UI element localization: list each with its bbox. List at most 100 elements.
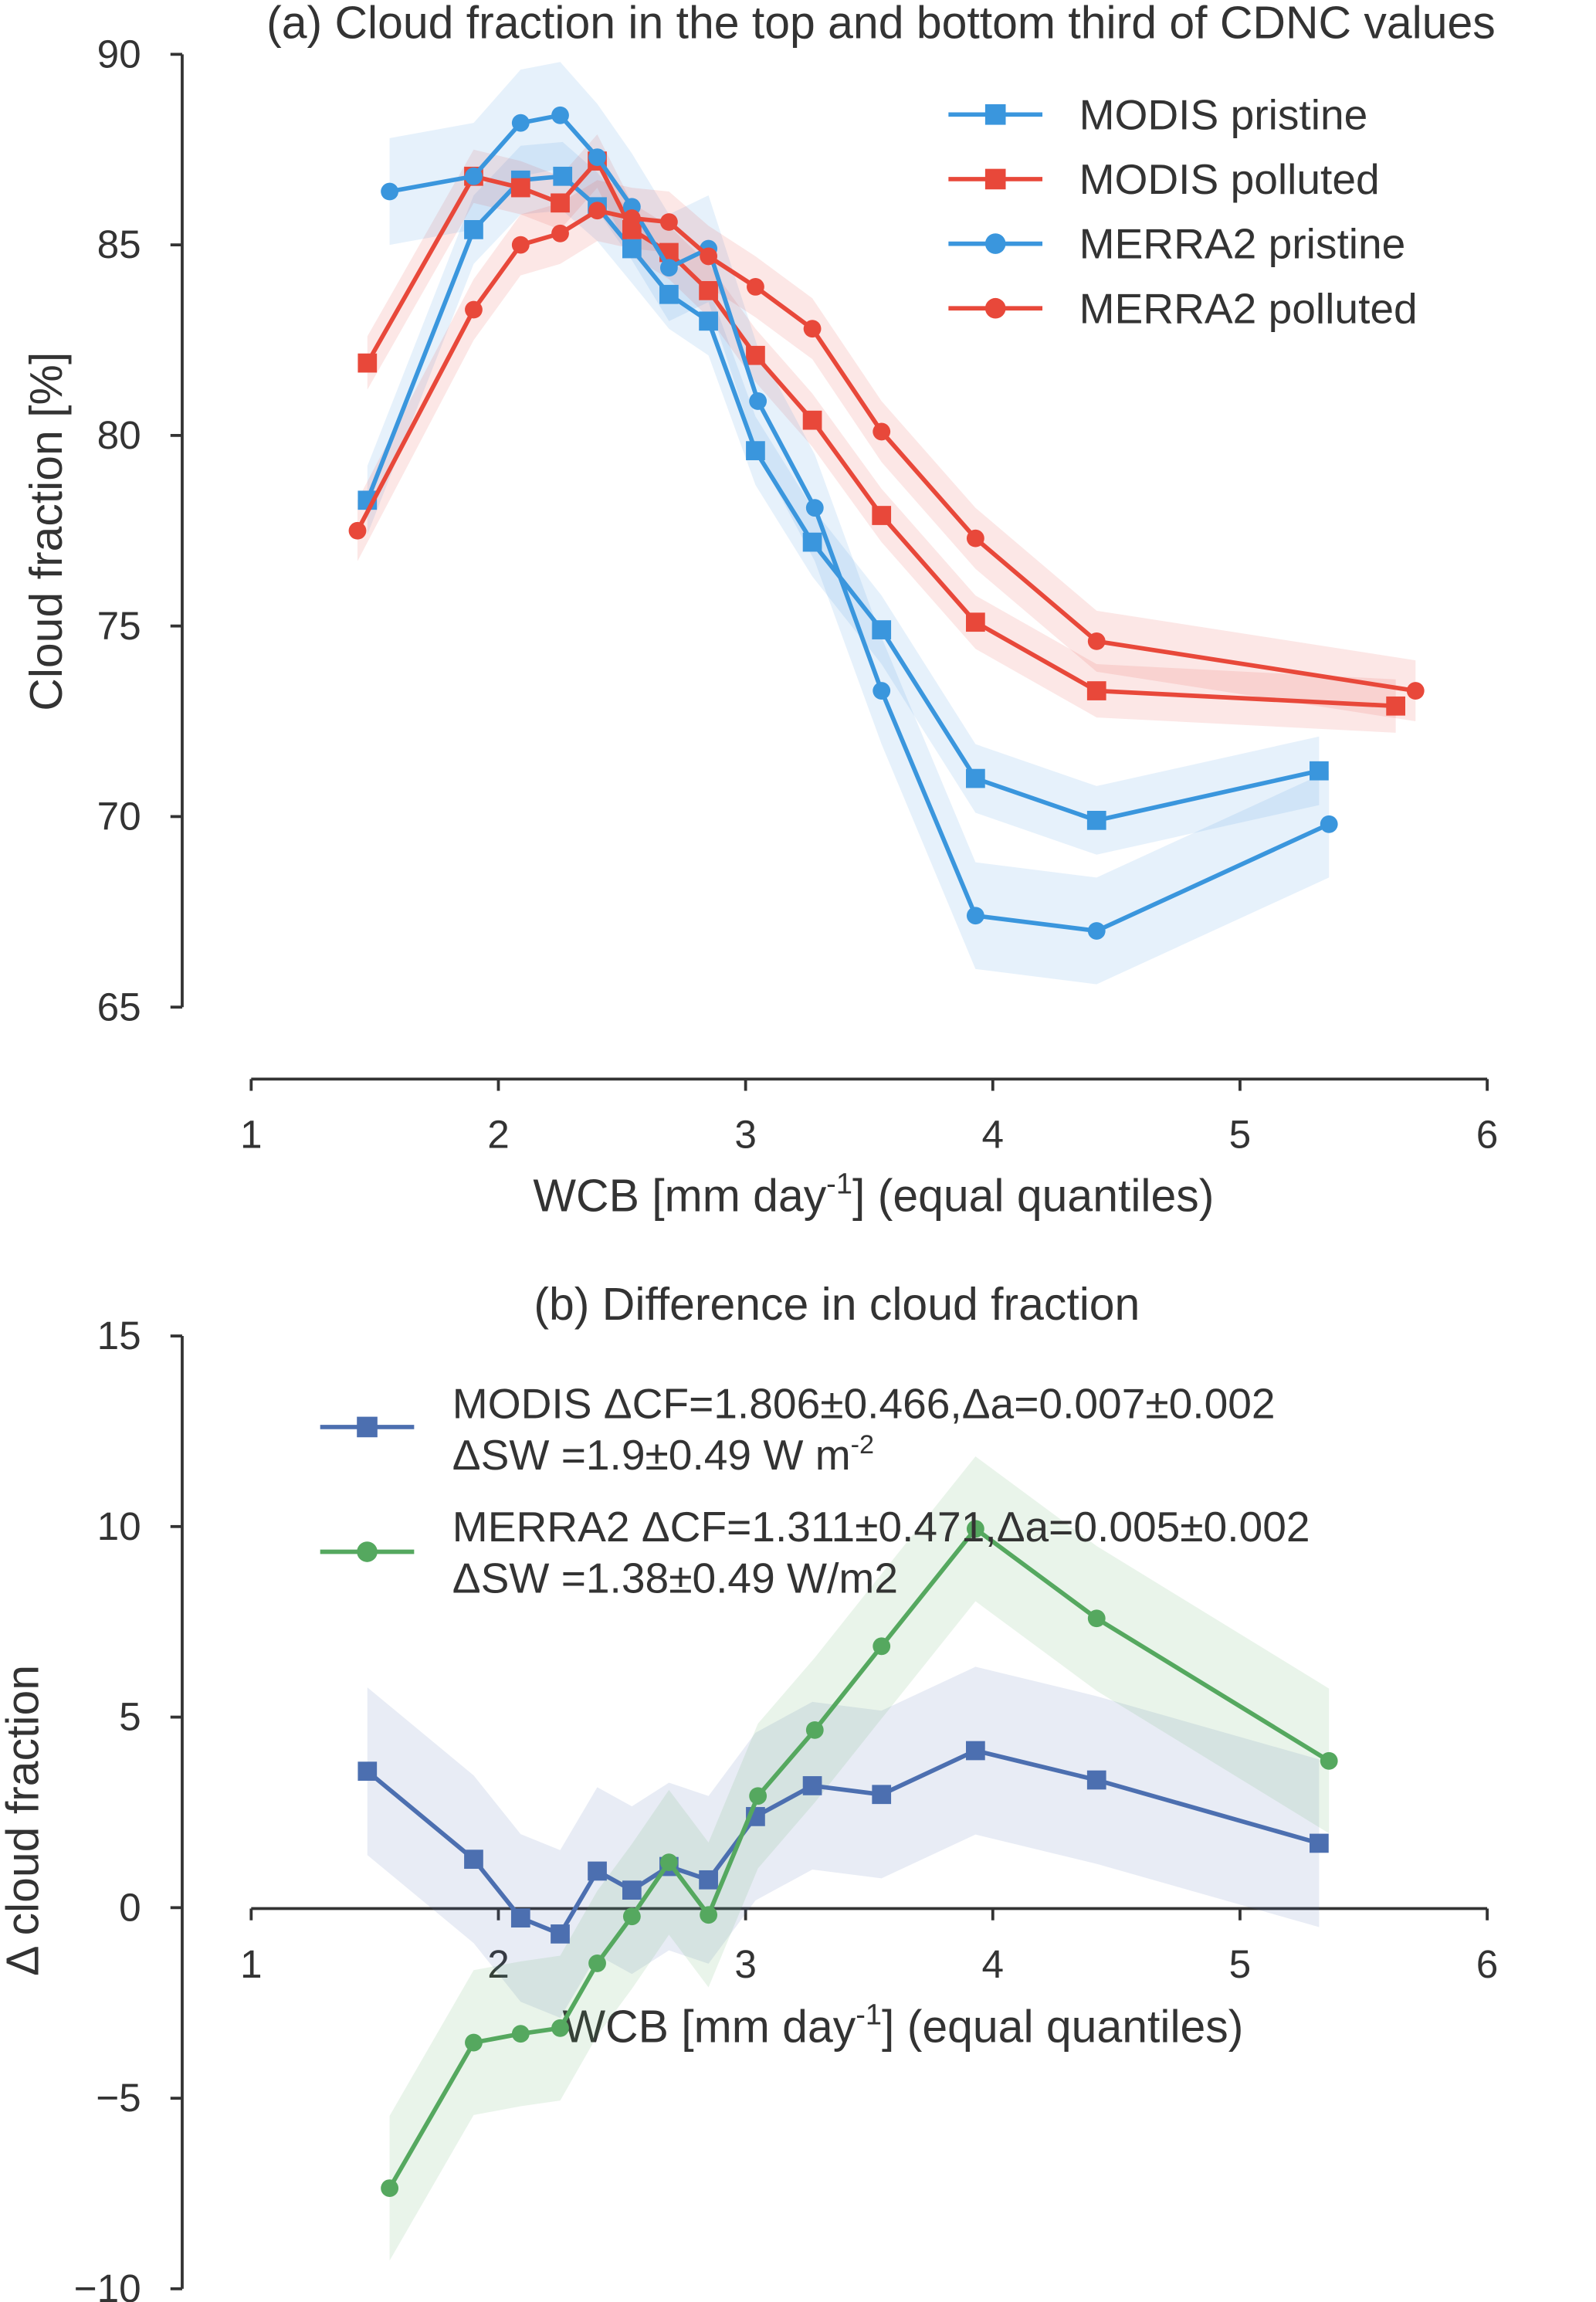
data-point [966,1520,984,1538]
data-point [749,1787,768,1805]
data-point [357,1761,378,1782]
data-point [803,320,822,338]
data-point [553,166,573,186]
data-point [1086,681,1106,700]
data-point [1320,1751,1338,1770]
data-point [551,2019,569,2037]
data-point [699,280,718,300]
data-point [588,202,606,220]
legend-label: MODIS polluted [1079,155,1380,203]
data-point [1086,1770,1106,1790]
y-tick-label: −10 [74,2266,141,2302]
x-tick-label: 5 [1229,1113,1252,1157]
x-tick-label: 1 [240,1942,263,1986]
data-point [966,1741,985,1761]
legend-label: MERRA2 polluted [1079,284,1418,332]
x-tick-label: 2 [487,1942,510,1986]
uncertainty-band [389,1456,1330,2261]
data-point [1087,632,1106,650]
x-tick-label: 3 [734,1942,757,1986]
legend-marker-modis [357,1416,378,1438]
data-point [622,209,641,227]
data-point [659,284,679,304]
data-point [357,353,378,373]
data-point [1310,761,1329,781]
panel-a-xlabel: WCB [mm day-1] (equal quantiles) [533,1168,1214,1222]
data-point [551,193,570,213]
data-point [1386,696,1405,716]
data-point [511,236,530,254]
y-tick-label: 15 [97,1314,141,1358]
legend-marker [984,297,1006,319]
panel-b: (b) Difference in cloud fraction −10 −5 0 5… [0,1280,1498,2302]
legend-label: MERRA2 pristine [1079,220,1406,268]
data-point [551,1924,570,1944]
data-point [511,114,530,132]
data-point [700,1906,718,1924]
panel-b-legend: MODIS ΔCF=1.806±0.466,Δa=0.007±0.002 ΔSW… [320,1380,1310,1602]
data-point [873,1637,891,1656]
data-point [746,345,765,365]
panel-b-xlabel: WCB [mm day-1] (equal quantiles) [562,1999,1243,2053]
y-tick-label: 85 [97,222,141,266]
data-point [966,612,985,632]
x-tick-label: 4 [982,1942,1005,1986]
legend-label-merra2: MERRA2 ΔCF=1.311±0.471,Δa=0.005±0.002 [452,1503,1310,1551]
data-point [699,311,718,331]
data-point [659,213,678,231]
uncertainty-band [367,134,1396,733]
legend-marker [984,168,1006,190]
data-point [348,521,367,540]
x-tick-label: 1 [240,1113,263,1157]
uncertainty-band [367,141,1320,855]
data-point [873,682,891,700]
y-tick-label: 5 [119,1695,141,1739]
data-point [746,441,765,460]
y-tick-label: 10 [97,1504,141,1548]
data-point [588,1861,607,1881]
data-point [510,178,530,198]
data-point [699,1870,718,1890]
data-point [465,167,483,185]
data-point [622,1907,641,1926]
panel-a: (a) Cloud fraction in the top and bottom… [22,0,1498,1221]
data-point [659,1853,678,1872]
data-point [872,620,892,639]
y-tick-label: 0 [119,1885,141,1929]
data-point [510,1908,530,1928]
y-tick-label: 75 [97,604,141,648]
data-point [1087,922,1106,940]
panel-a-ylabel: Cloud fraction [%] [22,352,72,711]
data-point [802,410,822,430]
data-point [551,106,569,124]
data-point [464,1849,483,1870]
data-point [749,392,768,410]
panel-a-title: (a) Cloud fraction in the top and bottom… [266,0,1496,48]
data-point [1406,682,1425,700]
data-point [465,2033,483,2052]
legend-label: MODIS pristine [1079,90,1368,138]
data-point [588,1954,606,1972]
data-point [873,422,891,441]
data-point [588,148,606,167]
data-point [966,768,985,788]
data-point [700,247,718,266]
y-tick-label: 80 [97,413,141,457]
data-point [805,499,824,517]
panel-a-legend: MODIS pristine MODIS polluted MERRA2 prist… [948,90,1418,332]
data-point [802,532,822,552]
data-point [805,1721,824,1739]
x-tick-label: 3 [734,1113,757,1157]
uncertainty-band [389,62,1330,985]
data-point [872,506,892,525]
data-point [381,182,399,201]
x-tick-label: 5 [1229,1942,1252,1986]
legend-label-modis-sw: ΔSW =1.9±0.49 W m-2 [452,1430,874,1479]
data-point [381,2179,399,2198]
legend-label-merra2-sw: ΔSW =1.38±0.49 W/m2 [452,1554,898,1602]
data-point [659,259,678,277]
x-tick-label: 2 [487,1113,510,1157]
data-point [872,1785,892,1805]
data-point [1320,815,1338,833]
x-tick-label: 4 [982,1113,1005,1157]
